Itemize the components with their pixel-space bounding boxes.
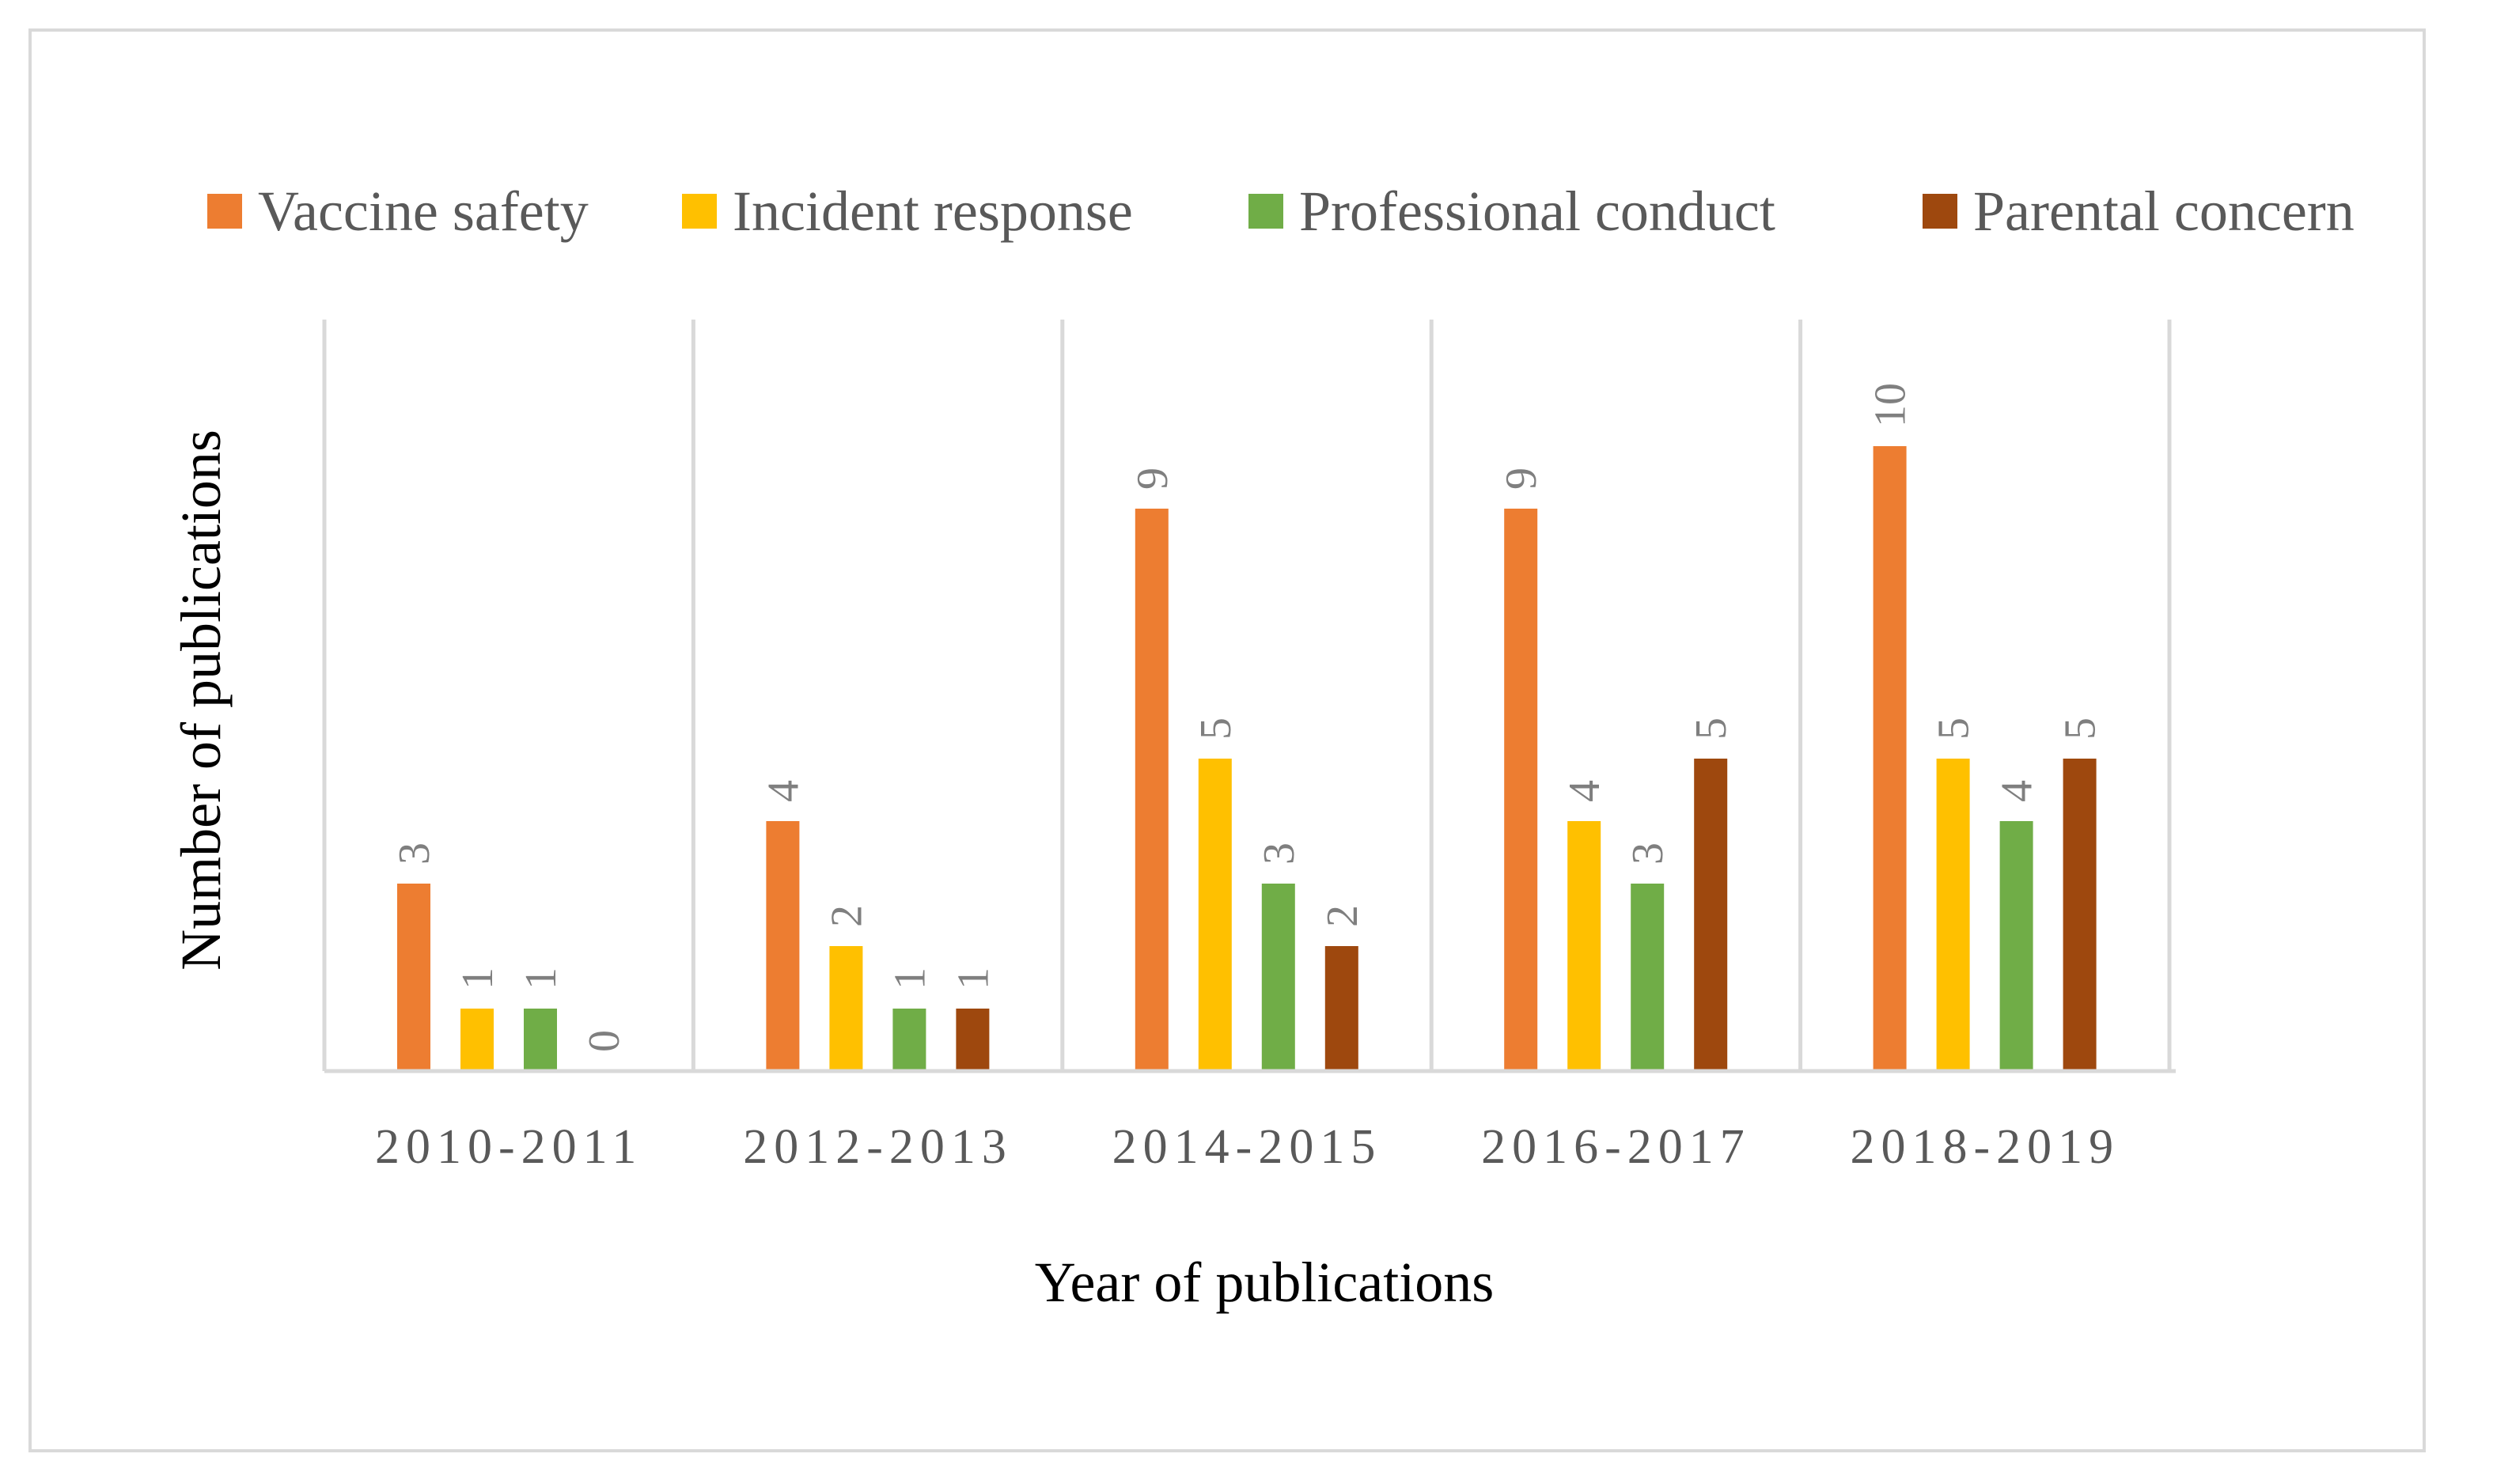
bar-parental-concern-2016-2017 xyxy=(1694,759,1728,1071)
bar-incident-response-2016-2017 xyxy=(1567,821,1601,1071)
x-tick-label: 2010-2011 xyxy=(375,1120,642,1174)
bars xyxy=(397,446,2097,1071)
bar-incident-response-2012-2013 xyxy=(829,946,863,1071)
data-label: 5 xyxy=(1687,717,1736,740)
data-label: 9 xyxy=(1128,468,1177,490)
x-tick-label: 2014-2015 xyxy=(1112,1120,1382,1174)
bar-professional-conduct-2016-2017 xyxy=(1631,884,1665,1071)
x-tick-label: 2018-2019 xyxy=(1850,1120,2120,1174)
bar-professional-conduct-2014-2015 xyxy=(1261,884,1295,1071)
legend-item-incident-response: Incident response xyxy=(682,180,1133,243)
bar-professional-conduct-2018-2019 xyxy=(1999,821,2033,1071)
legend-swatch xyxy=(207,194,242,229)
x-axis-title: Year of publications xyxy=(1035,1251,1495,1314)
data-label: 5 xyxy=(2056,717,2105,740)
data-label: 0 xyxy=(580,1030,629,1052)
legend-label: Vaccine safety xyxy=(258,180,589,243)
bar-professional-conduct-2012-2013 xyxy=(892,1009,926,1071)
legend-item-vaccine-safety: Vaccine safety xyxy=(207,180,589,243)
data-label: 1 xyxy=(949,967,998,990)
bar-vaccine-safety-2014-2015 xyxy=(1135,509,1169,1071)
legend-swatch xyxy=(1248,194,1283,229)
bar-incident-response-2014-2015 xyxy=(1198,759,1232,1071)
data-label: 9 xyxy=(1497,468,1546,490)
data-label: 5 xyxy=(1930,717,1979,740)
bar-vaccine-safety-2012-2013 xyxy=(766,821,800,1071)
data-label: 2 xyxy=(822,905,871,927)
bar-incident-response-2010-2011 xyxy=(460,1009,494,1071)
legend-label: Professional conduct xyxy=(1299,180,1775,243)
data-label: 3 xyxy=(1255,842,1304,865)
x-tick-label: 2016-2017 xyxy=(1481,1120,1751,1174)
chart-frame xyxy=(28,28,2426,1452)
bar-parental-concern-2014-2015 xyxy=(1324,946,1358,1071)
legend-swatch xyxy=(1923,194,1957,229)
legend-label: Incident response xyxy=(733,180,1133,243)
bar-vaccine-safety-2018-2019 xyxy=(1873,446,1907,1071)
data-label: 1 xyxy=(885,967,934,990)
data-label: 3 xyxy=(1623,842,1673,865)
legend-swatch xyxy=(682,194,717,229)
bar-vaccine-safety-2010-2011 xyxy=(397,884,430,1071)
y-axis-title: Number of publications xyxy=(169,430,233,971)
x-tick-labels: 2010-2011 2012-2013 2014-2015 2016-2017 2018… xyxy=(375,1120,2120,1174)
bar-professional-conduct-2010-2011 xyxy=(524,1009,557,1071)
data-label: 2 xyxy=(1318,905,1367,927)
legend-item-parental-concern: Parental concern xyxy=(1923,180,2355,243)
bar-parental-concern-2012-2013 xyxy=(956,1009,990,1071)
data-label: 3 xyxy=(390,842,439,865)
bar-vaccine-safety-2016-2017 xyxy=(1504,509,1538,1071)
legend-item-professional-conduct: Professional conduct xyxy=(1248,180,1775,243)
category-separators xyxy=(322,320,2172,1071)
bar-incident-response-2018-2019 xyxy=(1936,759,1970,1071)
data-label: 1 xyxy=(517,967,566,990)
legend-label: Parental concern xyxy=(1973,180,2355,243)
legend: Vaccine safety Incident response Professio… xyxy=(207,180,2355,243)
data-label: 1 xyxy=(453,967,502,990)
data-label: 4 xyxy=(1560,780,1609,802)
data-label: 10 xyxy=(1866,383,1915,427)
data-label: 4 xyxy=(1993,780,2042,802)
data-label: 5 xyxy=(1192,717,1241,740)
bar-parental-concern-2018-2019 xyxy=(2063,759,2097,1071)
data-label: 4 xyxy=(759,780,808,802)
x-tick-label: 2012-2013 xyxy=(743,1120,1013,1174)
